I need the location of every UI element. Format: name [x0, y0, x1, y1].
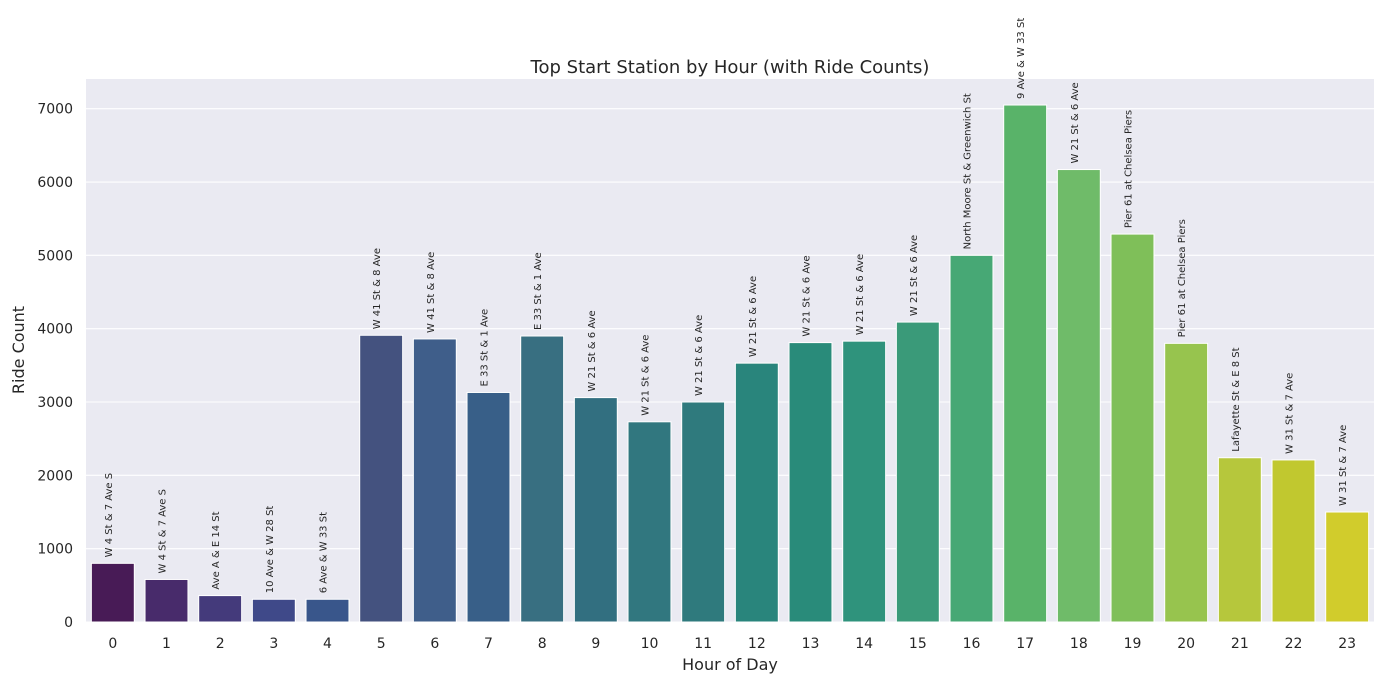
bar-station-label: W 21 St & 6 Ave: [587, 310, 598, 391]
bar: [788, 342, 833, 623]
x-tick-label: 21: [1231, 636, 1249, 652]
bar: [842, 340, 887, 623]
x-tick-label: 12: [748, 636, 766, 652]
bar: [305, 598, 350, 623]
y-tick-label: 1000: [37, 542, 73, 558]
bar-station-label: W 21 St & 6 Ave: [909, 235, 920, 316]
bar-station-label: W 21 St & 6 Ave: [641, 335, 652, 416]
x-tick-label: 2: [216, 636, 225, 652]
bars: [90, 104, 1370, 623]
bar-station-label: 10 Ave & W 28 St: [265, 506, 276, 594]
bar-station-label: E 33 St & 1 Ave: [533, 252, 544, 330]
bar: [895, 321, 940, 623]
x-tick-label: 0: [108, 636, 117, 652]
y-tick-label: 7000: [37, 102, 73, 118]
y-tick-labels: 0 1000 2000 3000 4000 5000 6000 7000: [37, 102, 73, 631]
x-tick-labels: 0 1 2 3 4 5 6 7 8 9 10 11 12 13 14 15 16 17 18 19 20 21 22 23: [108, 636, 1356, 652]
y-tick-label: 2000: [37, 468, 73, 484]
x-tick-label: 5: [377, 636, 386, 652]
x-tick-label: 22: [1285, 636, 1303, 652]
bar-station-label: North Moore St & Greenwich St: [963, 93, 974, 249]
x-tick-label: 6: [430, 636, 439, 652]
x-tick-label: 19: [1124, 636, 1142, 652]
x-tick-label: 11: [694, 636, 712, 652]
bar: [734, 362, 779, 623]
bar: [520, 335, 565, 623]
bar: [949, 254, 994, 623]
bar: [627, 421, 672, 623]
x-tick-label: 20: [1177, 636, 1195, 652]
bar-station-label: W 21 St & 6 Ave: [855, 254, 866, 335]
x-tick-label: 23: [1338, 636, 1356, 652]
bar-station-label: W 21 St & 6 Ave: [694, 315, 705, 396]
x-tick-label: 15: [909, 636, 927, 652]
bar: [90, 562, 135, 623]
bar-station-label: Ave A & E 14 St: [211, 511, 222, 589]
y-tick-label: 3000: [37, 395, 73, 411]
y-tick-label: 4000: [37, 322, 73, 338]
bar: [412, 338, 457, 623]
bar-station-label: W 4 St & 7 Ave S: [158, 489, 169, 573]
bar: [251, 598, 296, 623]
bar-station-label: E 33 St & 1 Ave: [480, 309, 491, 387]
bar-station-label: W 41 St & 8 Ave: [372, 248, 383, 329]
bar-station-label: Pier 61 at Chelsea Piers: [1177, 219, 1188, 337]
bar-station-label: W 31 St & 7 Ave: [1338, 425, 1349, 506]
x-tick-label: 18: [1070, 636, 1088, 652]
bar: [1110, 233, 1155, 623]
bar-station-label: W 21 St & 6 Ave: [802, 255, 813, 336]
x-tick-label: 10: [641, 636, 659, 652]
bar-station-label: Lafayette St & E 8 St: [1231, 347, 1242, 451]
bar-station-label: W 21 St & 6 Ave: [748, 276, 759, 357]
y-tick-label: 5000: [37, 248, 73, 264]
bar-labels: W 4 St & 7 Ave S W 4 St & 7 Ave S Ave A & …: [104, 18, 1349, 594]
chart-title: Top Start Station by Hour (with Ride Cou…: [530, 57, 930, 78]
x-tick-label: 14: [855, 636, 873, 652]
x-tick-label: 7: [484, 636, 493, 652]
bar-station-label: Pier 61 at Chelsea Piers: [1124, 110, 1135, 228]
bar: [144, 578, 189, 623]
bar-station-label: W 21 St & 6 Ave: [1070, 82, 1081, 163]
bar: [466, 391, 511, 623]
x-tick-label: 1: [162, 636, 171, 652]
x-tick-label: 4: [323, 636, 332, 652]
bar: [1164, 342, 1209, 623]
bar-station-label: 9 Ave & W 33 St: [1016, 18, 1027, 99]
y-tick-label: 0: [64, 615, 73, 631]
bar-station-label: W 41 St & 8 Ave: [426, 252, 437, 333]
plot-area: [86, 79, 1374, 622]
bar: [1056, 169, 1101, 623]
bar: [359, 334, 404, 623]
bar: [198, 595, 243, 623]
bar: [1271, 459, 1316, 623]
x-tick-label: 13: [802, 636, 820, 652]
bar-station-label: 6 Ave & W 33 St: [319, 512, 330, 593]
y-tick-label: 6000: [37, 175, 73, 191]
bar: [1325, 511, 1370, 623]
bar-station-label: W 4 St & 7 Ave S: [104, 473, 115, 557]
bar: [573, 397, 618, 623]
x-tick-label: 17: [1016, 636, 1034, 652]
x-tick-label: 8: [538, 636, 547, 652]
x-tick-label: 16: [963, 636, 981, 652]
y-axis-label: Ride Count: [9, 306, 28, 394]
gridlines: [86, 108, 1374, 623]
bar: [1003, 104, 1048, 623]
x-tick-label: 9: [591, 636, 600, 652]
bar: [1217, 457, 1262, 623]
x-tick-label: 3: [269, 636, 278, 652]
x-axis-label: Hour of Day: [682, 655, 778, 674]
bar-station-label: W 31 St & 7 Ave: [1285, 373, 1296, 454]
bar: [681, 401, 726, 623]
